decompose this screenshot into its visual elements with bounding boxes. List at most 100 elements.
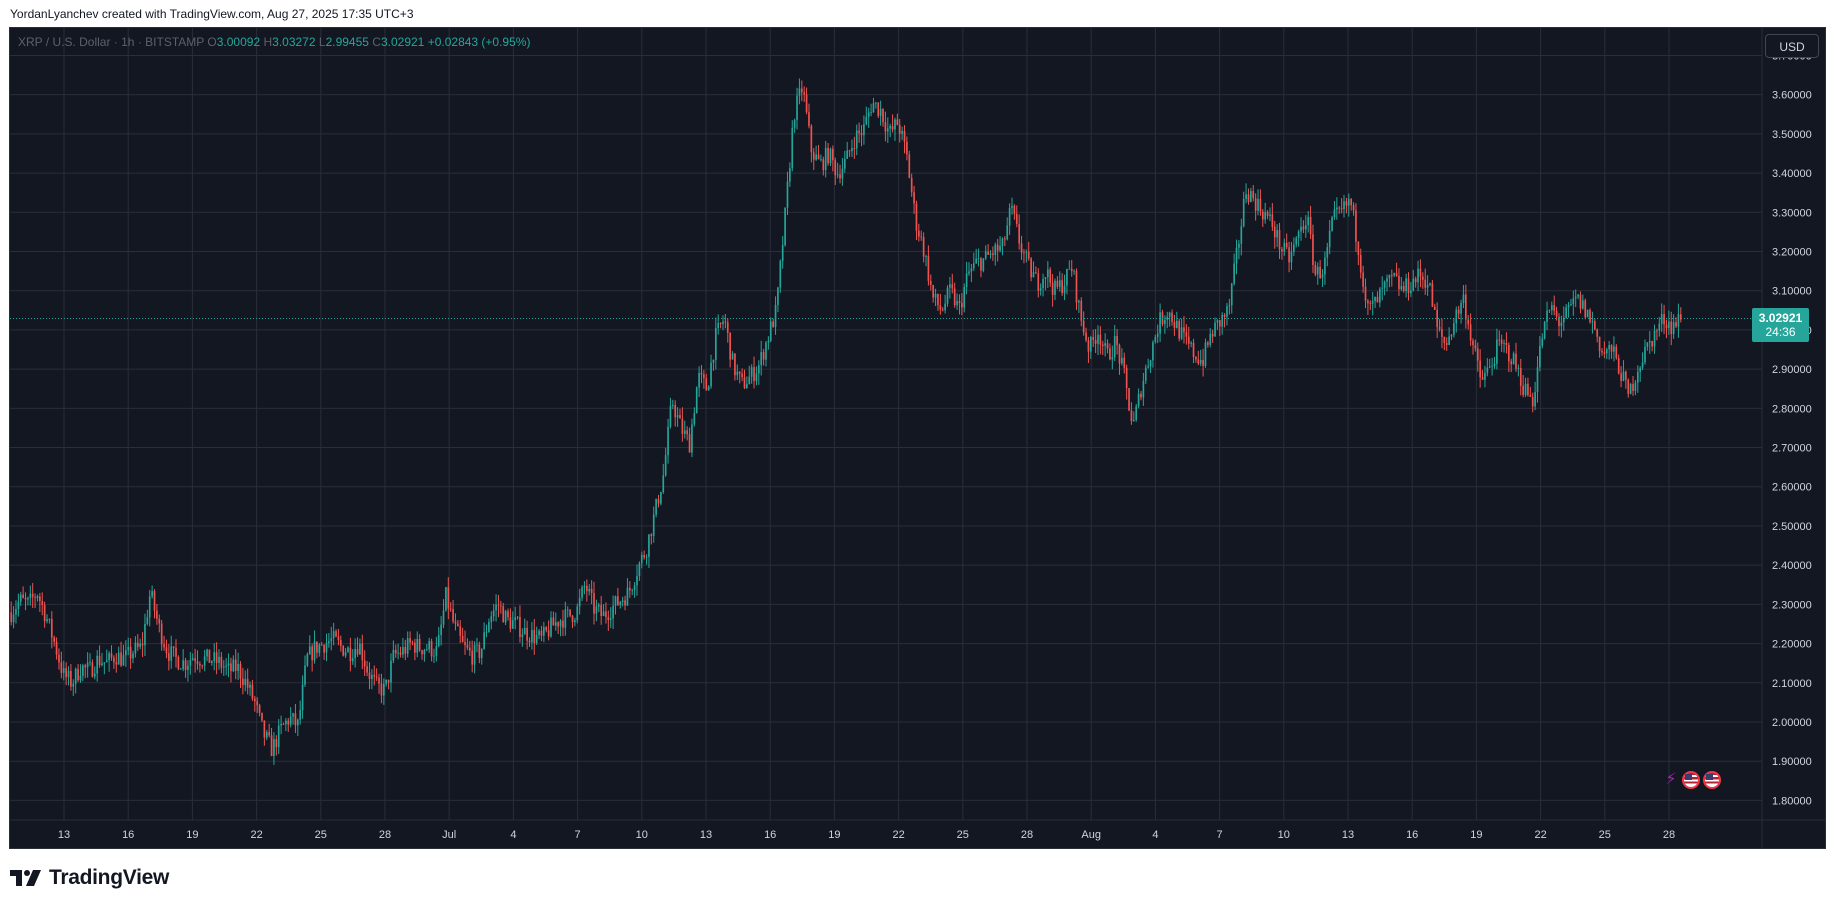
- candle-body: [361, 643, 364, 661]
- candle-body: [120, 652, 122, 666]
- candle-body: [965, 273, 968, 288]
- candle-body: [667, 426, 669, 456]
- lightning-event-icon[interactable]: ⚡: [1665, 771, 1677, 788]
- candle-body: [208, 649, 211, 663]
- y-tick-label: 2.90000: [1772, 364, 1812, 376]
- candle-body: [839, 174, 841, 179]
- candle-body: [1223, 314, 1226, 317]
- candle-body: [199, 663, 201, 666]
- candle-body: [495, 604, 497, 611]
- candle-body: [1541, 338, 1544, 347]
- candle-body: [932, 284, 935, 298]
- candle-body: [860, 133, 863, 136]
- candle-body: [762, 352, 765, 360]
- candle-body: [1164, 319, 1166, 324]
- candle-body: [172, 646, 175, 648]
- candle-body: [134, 642, 137, 654]
- candle-body: [1390, 274, 1393, 276]
- candle-body: [918, 230, 920, 237]
- candle-body: [1259, 198, 1262, 212]
- candle-body: [1579, 294, 1582, 309]
- x-tick-label: Aug: [1081, 829, 1101, 841]
- candle-body: [29, 593, 32, 599]
- candle-body: [1531, 396, 1534, 407]
- candle-body: [638, 563, 641, 577]
- candle-body: [1187, 336, 1190, 344]
- candle-body: [982, 258, 985, 271]
- open-value: 3.00092: [216, 35, 261, 49]
- candle-body: [24, 597, 27, 600]
- candle-body: [1261, 211, 1264, 220]
- candle-body: [1625, 371, 1627, 380]
- candle-body: [1285, 242, 1288, 248]
- candle-body: [605, 611, 607, 618]
- candle-body: [681, 418, 684, 434]
- candle-body: [177, 656, 180, 670]
- candle-body: [1101, 344, 1104, 346]
- candle-body: [1168, 312, 1171, 317]
- candle-body: [1281, 249, 1283, 252]
- candle-body: [1130, 410, 1133, 422]
- x-tick-label: 10: [1278, 829, 1290, 841]
- candle-body: [1063, 285, 1066, 294]
- candle-body: [746, 384, 748, 388]
- us-flag-event-icon[interactable]: [1703, 771, 1721, 789]
- currency-button[interactable]: USD: [1765, 34, 1819, 58]
- candle-body: [1302, 226, 1305, 230]
- candle-body: [1008, 207, 1011, 226]
- us-flag-event-icon[interactable]: [1682, 771, 1700, 789]
- candle-body: [146, 617, 149, 624]
- candle-body: [1226, 306, 1228, 317]
- candle-body: [586, 585, 588, 592]
- y-tick-label: 3.50000: [1772, 129, 1812, 141]
- candle-body: [1247, 194, 1250, 202]
- candle-body: [1283, 242, 1286, 252]
- candle-body: [1152, 342, 1154, 361]
- candle-body: [339, 640, 342, 646]
- candle-body: [781, 245, 784, 261]
- candle-body: [1419, 268, 1422, 277]
- candle-body: [724, 321, 727, 323]
- candle-body: [1374, 296, 1376, 301]
- candle-body: [1622, 371, 1625, 381]
- candle-body: [225, 665, 228, 667]
- candle-body: [1140, 393, 1142, 398]
- candle-body: [958, 301, 961, 303]
- candle-body: [263, 720, 266, 738]
- candle-body: [318, 644, 321, 653]
- change-value: +0.02843 (+0.95%): [427, 35, 531, 49]
- candle-body: [846, 150, 849, 159]
- candle-body: [1429, 283, 1431, 285]
- candle-body: [1142, 380, 1145, 398]
- candle-body: [992, 253, 994, 255]
- candle-body: [1276, 230, 1278, 238]
- candle-body: [464, 642, 466, 645]
- candle-body: [968, 271, 970, 274]
- candle-body: [1078, 300, 1080, 303]
- chart-panel[interactable]: 3.700003.600003.500003.400003.300003.200…: [9, 27, 1826, 849]
- candle-body: [1500, 339, 1503, 344]
- price-chart[interactable]: 3.700003.600003.500003.400003.300003.200…: [10, 28, 1825, 848]
- tradingview-brand[interactable]: TradingView: [10, 866, 169, 890]
- candle-body: [765, 342, 767, 360]
- x-tick-label: 28: [1021, 829, 1033, 841]
- candle-body: [1400, 286, 1403, 290]
- candle-body: [416, 638, 419, 653]
- candle-body: [576, 606, 579, 621]
- candle-body: [392, 649, 395, 661]
- candle-body: [1546, 310, 1548, 322]
- candle-body: [179, 668, 182, 670]
- candle-body: [1197, 359, 1200, 364]
- candle-body: [1204, 342, 1207, 366]
- candle-body: [1479, 360, 1482, 378]
- candle-body: [1094, 339, 1097, 344]
- candle-body: [1051, 282, 1054, 295]
- candle-body: [910, 177, 913, 193]
- candle-body: [1032, 272, 1035, 278]
- candle-body: [1183, 327, 1185, 333]
- candle-body: [703, 374, 705, 379]
- candle-body: [949, 284, 951, 288]
- candle-body: [583, 585, 586, 588]
- candle-body: [920, 236, 923, 238]
- candle-body: [1242, 198, 1245, 227]
